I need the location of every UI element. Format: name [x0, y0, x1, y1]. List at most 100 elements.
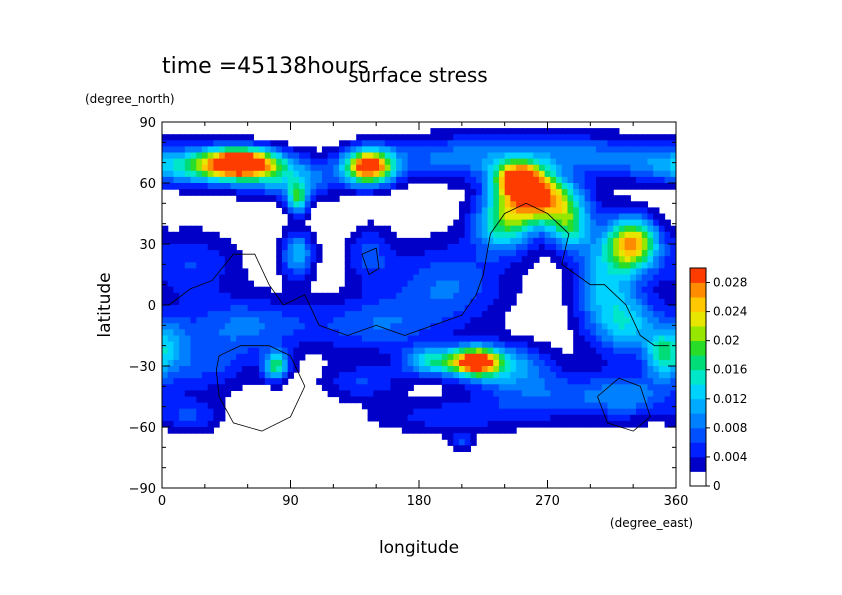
heat-cell [201, 189, 209, 196]
heat-cell [664, 140, 671, 147]
heat-cell [236, 286, 243, 294]
heat-cell [458, 256, 466, 263]
heat-cell [201, 140, 209, 147]
heat-cell [624, 176, 631, 184]
heat-cell [596, 353, 603, 361]
heat-cell [464, 359, 471, 367]
heat-cell [247, 158, 254, 166]
heat-cell [379, 274, 386, 282]
heat-cell [236, 323, 243, 330]
heat-cell [179, 335, 186, 343]
heat-cell [636, 158, 643, 166]
heat-cell [664, 408, 671, 416]
heat-cell [630, 164, 637, 172]
heat-cell [470, 219, 477, 227]
heat-cell [607, 390, 614, 398]
heat-cell [653, 176, 660, 184]
heat-cell [630, 298, 637, 306]
heat-cell [401, 390, 409, 398]
heat-cell [219, 183, 226, 190]
heat-cell [293, 213, 300, 221]
heat-cell [224, 146, 232, 154]
heat-cell [344, 305, 352, 312]
heat-cell [584, 323, 591, 330]
heat-cell [618, 317, 626, 324]
heat-cell [384, 268, 392, 276]
heat-cell [190, 140, 197, 147]
heat-cell [636, 207, 643, 215]
heat-cell [447, 359, 454, 367]
heat-cell [321, 298, 329, 306]
heat-cell [584, 353, 591, 361]
heat-cell [596, 250, 603, 257]
heat-cell [264, 335, 272, 343]
heat-cell [653, 250, 660, 257]
heat-cell [521, 195, 529, 202]
heat-cell [607, 317, 614, 324]
heat-cell [390, 384, 397, 391]
heat-cell [516, 359, 523, 367]
heat-cell [453, 231, 460, 239]
heat-cell [641, 183, 649, 190]
heat-cell [379, 280, 386, 288]
heat-cell [236, 256, 243, 263]
heat-cell [653, 353, 660, 361]
heat-cell [321, 347, 329, 355]
heat-cell [287, 250, 294, 257]
heat-cell [607, 231, 614, 239]
heat-cell [179, 390, 186, 398]
heat-cell [339, 390, 346, 398]
heat-cell [162, 140, 169, 147]
heat-cell [521, 213, 529, 221]
heat-cell [573, 372, 580, 379]
heat-cell [573, 134, 580, 141]
heat-cell [624, 402, 631, 410]
heat-cell [299, 280, 306, 288]
heat-cell [447, 390, 454, 398]
heat-cell [533, 396, 540, 404]
heat-cell [207, 134, 214, 141]
heat-cell [487, 317, 494, 324]
heat-cell [458, 286, 466, 294]
heat-cell [476, 158, 483, 166]
heat-cell [476, 298, 483, 306]
heat-cell [270, 347, 277, 355]
heat-cell [578, 384, 586, 391]
heat-cell [578, 396, 586, 404]
heat-cell [607, 298, 614, 306]
heat-cell [613, 262, 620, 269]
heat-cell [470, 262, 477, 269]
heat-cell [162, 170, 169, 178]
heat-cell [162, 329, 169, 337]
heat-cell [356, 183, 363, 190]
heat-cell [664, 311, 671, 318]
heat-cell [430, 292, 437, 300]
heat-cell [236, 176, 243, 184]
heat-cell [304, 274, 312, 282]
heat-cell [601, 414, 609, 422]
heat-cell [487, 262, 494, 269]
heat-cell [241, 164, 249, 172]
heat-cell [664, 305, 671, 312]
heat-cell [573, 366, 580, 373]
heat-cell [653, 183, 660, 190]
heat-cell [436, 317, 443, 324]
heat-cell [276, 384, 283, 391]
heat-cell [207, 414, 214, 422]
heat-cell [510, 219, 517, 227]
heat-cell [647, 378, 654, 385]
heat-cell [190, 353, 197, 361]
heat-cell [419, 292, 426, 300]
heat-cell [293, 225, 300, 233]
heat-cell [567, 146, 574, 154]
heat-cell [167, 140, 175, 147]
heat-cell [618, 262, 626, 269]
heat-cell [430, 231, 437, 239]
heat-cell [487, 280, 494, 288]
heat-cell [253, 195, 260, 202]
heat-cell [367, 372, 374, 379]
heat-cell [310, 262, 317, 269]
heat-cell [584, 305, 591, 312]
heat-cell [607, 195, 614, 202]
heat-cell [179, 225, 186, 233]
